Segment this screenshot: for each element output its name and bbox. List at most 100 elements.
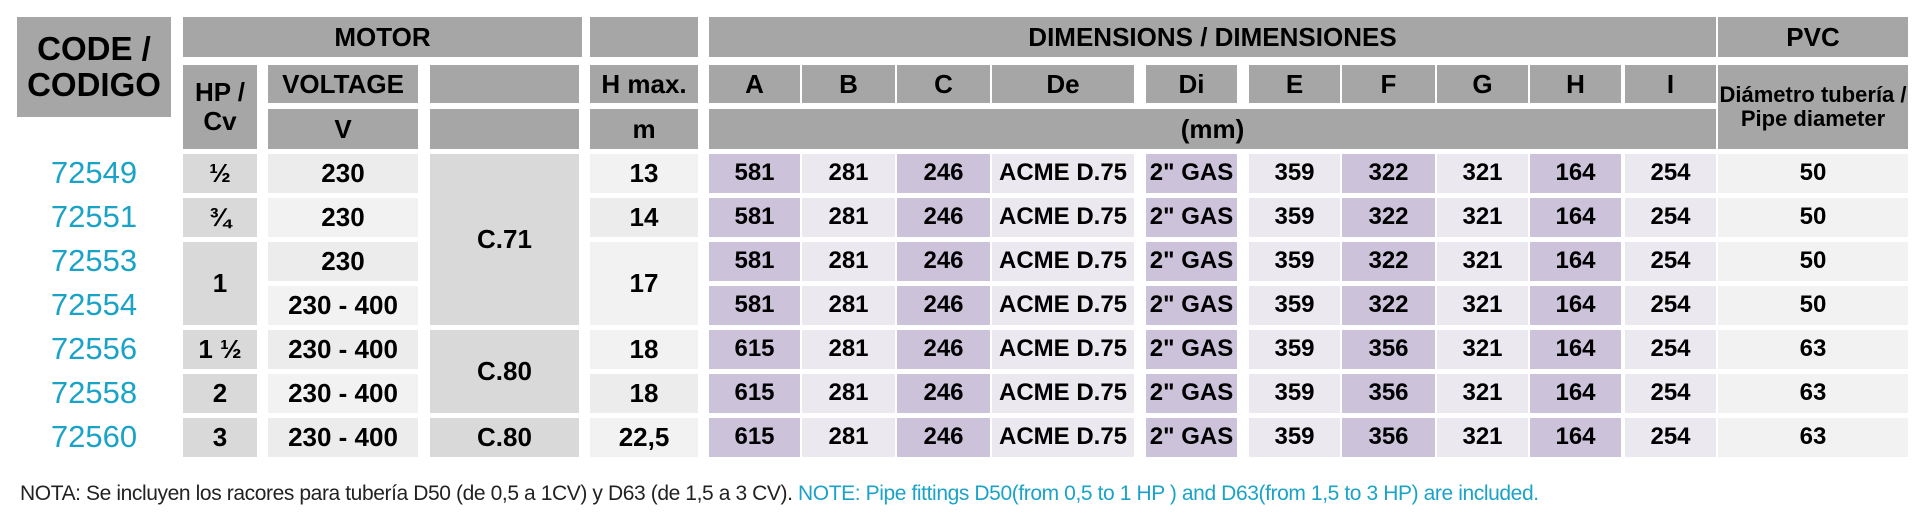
dim-value: 246	[897, 374, 990, 413]
product-code: 72556	[50, 331, 138, 367]
code-header: CODE / CODIGO	[17, 17, 171, 117]
product-code: 72560	[50, 419, 138, 455]
voltage-cell: 230	[268, 154, 418, 193]
dim-value: 359	[1249, 418, 1340, 457]
footnote: NOTA: Se incluyen los racores para tuber…	[20, 482, 1539, 506]
dim-value: 359	[1249, 154, 1340, 193]
dim-value: ACME D.75	[992, 330, 1134, 369]
dim-value: 322	[1342, 242, 1435, 281]
footnote-english: NOTE: Pipe fittings D50(from 0,5 to 1 HP…	[798, 482, 1539, 505]
dim-column-header: Di	[1146, 65, 1237, 103]
dim-value: 246	[897, 198, 990, 237]
hp-cell: 3	[183, 418, 257, 457]
dim-value: ACME D.75	[992, 286, 1134, 325]
voltage-cell: 230	[268, 198, 418, 237]
hp-header: HP / Cv	[183, 65, 257, 149]
dim-value: 281	[802, 154, 895, 193]
dim-value: 246	[897, 286, 990, 325]
hmax-blank-header	[590, 17, 698, 57]
dim-value: 359	[1249, 242, 1340, 281]
dim-value: 322	[1342, 286, 1435, 325]
hp-cell: 1	[183, 242, 257, 325]
pvc-diameter: 50	[1718, 198, 1908, 237]
dim-value: 321	[1437, 198, 1528, 237]
voltage-header: VOLTAGE	[268, 65, 418, 103]
dim-column-header: H	[1530, 65, 1621, 103]
dim-value: 164	[1530, 330, 1621, 369]
motor-cell: C.80	[430, 330, 579, 413]
dim-value: 2" GAS	[1146, 154, 1237, 193]
dim-value: 2" GAS	[1146, 330, 1237, 369]
dimensions-header: DIMENSIONS / DIMENSIONES	[709, 17, 1716, 57]
dim-column-header: B	[802, 65, 895, 103]
dim-value: 164	[1530, 374, 1621, 413]
motor-header: MOTOR	[183, 17, 582, 57]
voltage-cell: 230 - 400	[268, 330, 418, 369]
product-code: 72554	[50, 287, 138, 323]
hmax-header: H max.	[590, 65, 698, 103]
voltage-cell: 230 - 400	[268, 418, 418, 457]
hmax-cell: 22,5	[590, 418, 698, 457]
dim-value: 356	[1342, 330, 1435, 369]
dim-value: 359	[1249, 286, 1340, 325]
hp-cell: ¾	[183, 198, 257, 237]
dim-value: 281	[802, 418, 895, 457]
dim-value: 322	[1342, 154, 1435, 193]
pump-dimensions-table: CODE / CODIGO MOTOR HP / Cv VOLTAGE V H max. m…	[17, 17, 1908, 457]
dim-value: 246	[897, 242, 990, 281]
dim-value: 2" GAS	[1146, 418, 1237, 457]
dim-value: ACME D.75	[992, 374, 1134, 413]
hmax-cell: 14	[590, 198, 698, 237]
dim-value: 581	[709, 154, 800, 193]
dim-column-header: F	[1342, 65, 1435, 103]
dim-value: 322	[1342, 198, 1435, 237]
dim-value: 321	[1437, 286, 1528, 325]
dim-value: 281	[802, 242, 895, 281]
pvc-diameter: 50	[1718, 154, 1908, 193]
hmax-cell: 18	[590, 330, 698, 369]
dim-value: 321	[1437, 154, 1528, 193]
dim-value: 356	[1342, 418, 1435, 457]
footnote-spanish: NOTA: Se incluyen los racores para tuber…	[20, 482, 793, 505]
dim-value: 254	[1625, 418, 1716, 457]
voltage-cell: 230	[268, 242, 418, 281]
dim-value: 359	[1249, 198, 1340, 237]
hp-cell: 2	[183, 374, 257, 413]
dim-value: 2" GAS	[1146, 198, 1237, 237]
dim-column-header: A	[709, 65, 800, 103]
dim-value: 581	[709, 286, 800, 325]
dim-value: ACME D.75	[992, 198, 1134, 237]
hp-cell: ½	[183, 154, 257, 193]
pvc-diameter: 63	[1718, 330, 1908, 369]
dim-value: 254	[1625, 286, 1716, 325]
dim-value: 2" GAS	[1146, 286, 1237, 325]
dim-value: 359	[1249, 330, 1340, 369]
motor-cell: C.80	[430, 418, 579, 457]
pvc-diameter: 50	[1718, 286, 1908, 325]
dim-column-header: C	[897, 65, 990, 103]
dim-value: 254	[1625, 154, 1716, 193]
dim-value: ACME D.75	[992, 242, 1134, 281]
motor-blank-header	[430, 65, 579, 103]
hmax-unit: m	[590, 109, 698, 149]
voltage-cell: 230 - 400	[268, 374, 418, 413]
dim-value: 246	[897, 330, 990, 369]
dim-value: 581	[709, 242, 800, 281]
hp-cell: 1 ½	[183, 330, 257, 369]
dim-value: 254	[1625, 374, 1716, 413]
dim-value: 2" GAS	[1146, 374, 1237, 413]
dim-value: 164	[1530, 154, 1621, 193]
dim-value: 2" GAS	[1146, 242, 1237, 281]
dim-value: 321	[1437, 418, 1528, 457]
pvc-diameter: 63	[1718, 418, 1908, 457]
dim-value: 164	[1530, 242, 1621, 281]
dim-value: 254	[1625, 198, 1716, 237]
dim-value: 281	[802, 286, 895, 325]
hmax-cell: 17	[590, 242, 698, 325]
dim-value: 281	[802, 330, 895, 369]
dim-column-header: I	[1625, 65, 1716, 103]
dim-column-header: De	[992, 65, 1134, 103]
dim-value: 356	[1342, 374, 1435, 413]
dim-column-header: E	[1249, 65, 1340, 103]
dim-value: 321	[1437, 330, 1528, 369]
